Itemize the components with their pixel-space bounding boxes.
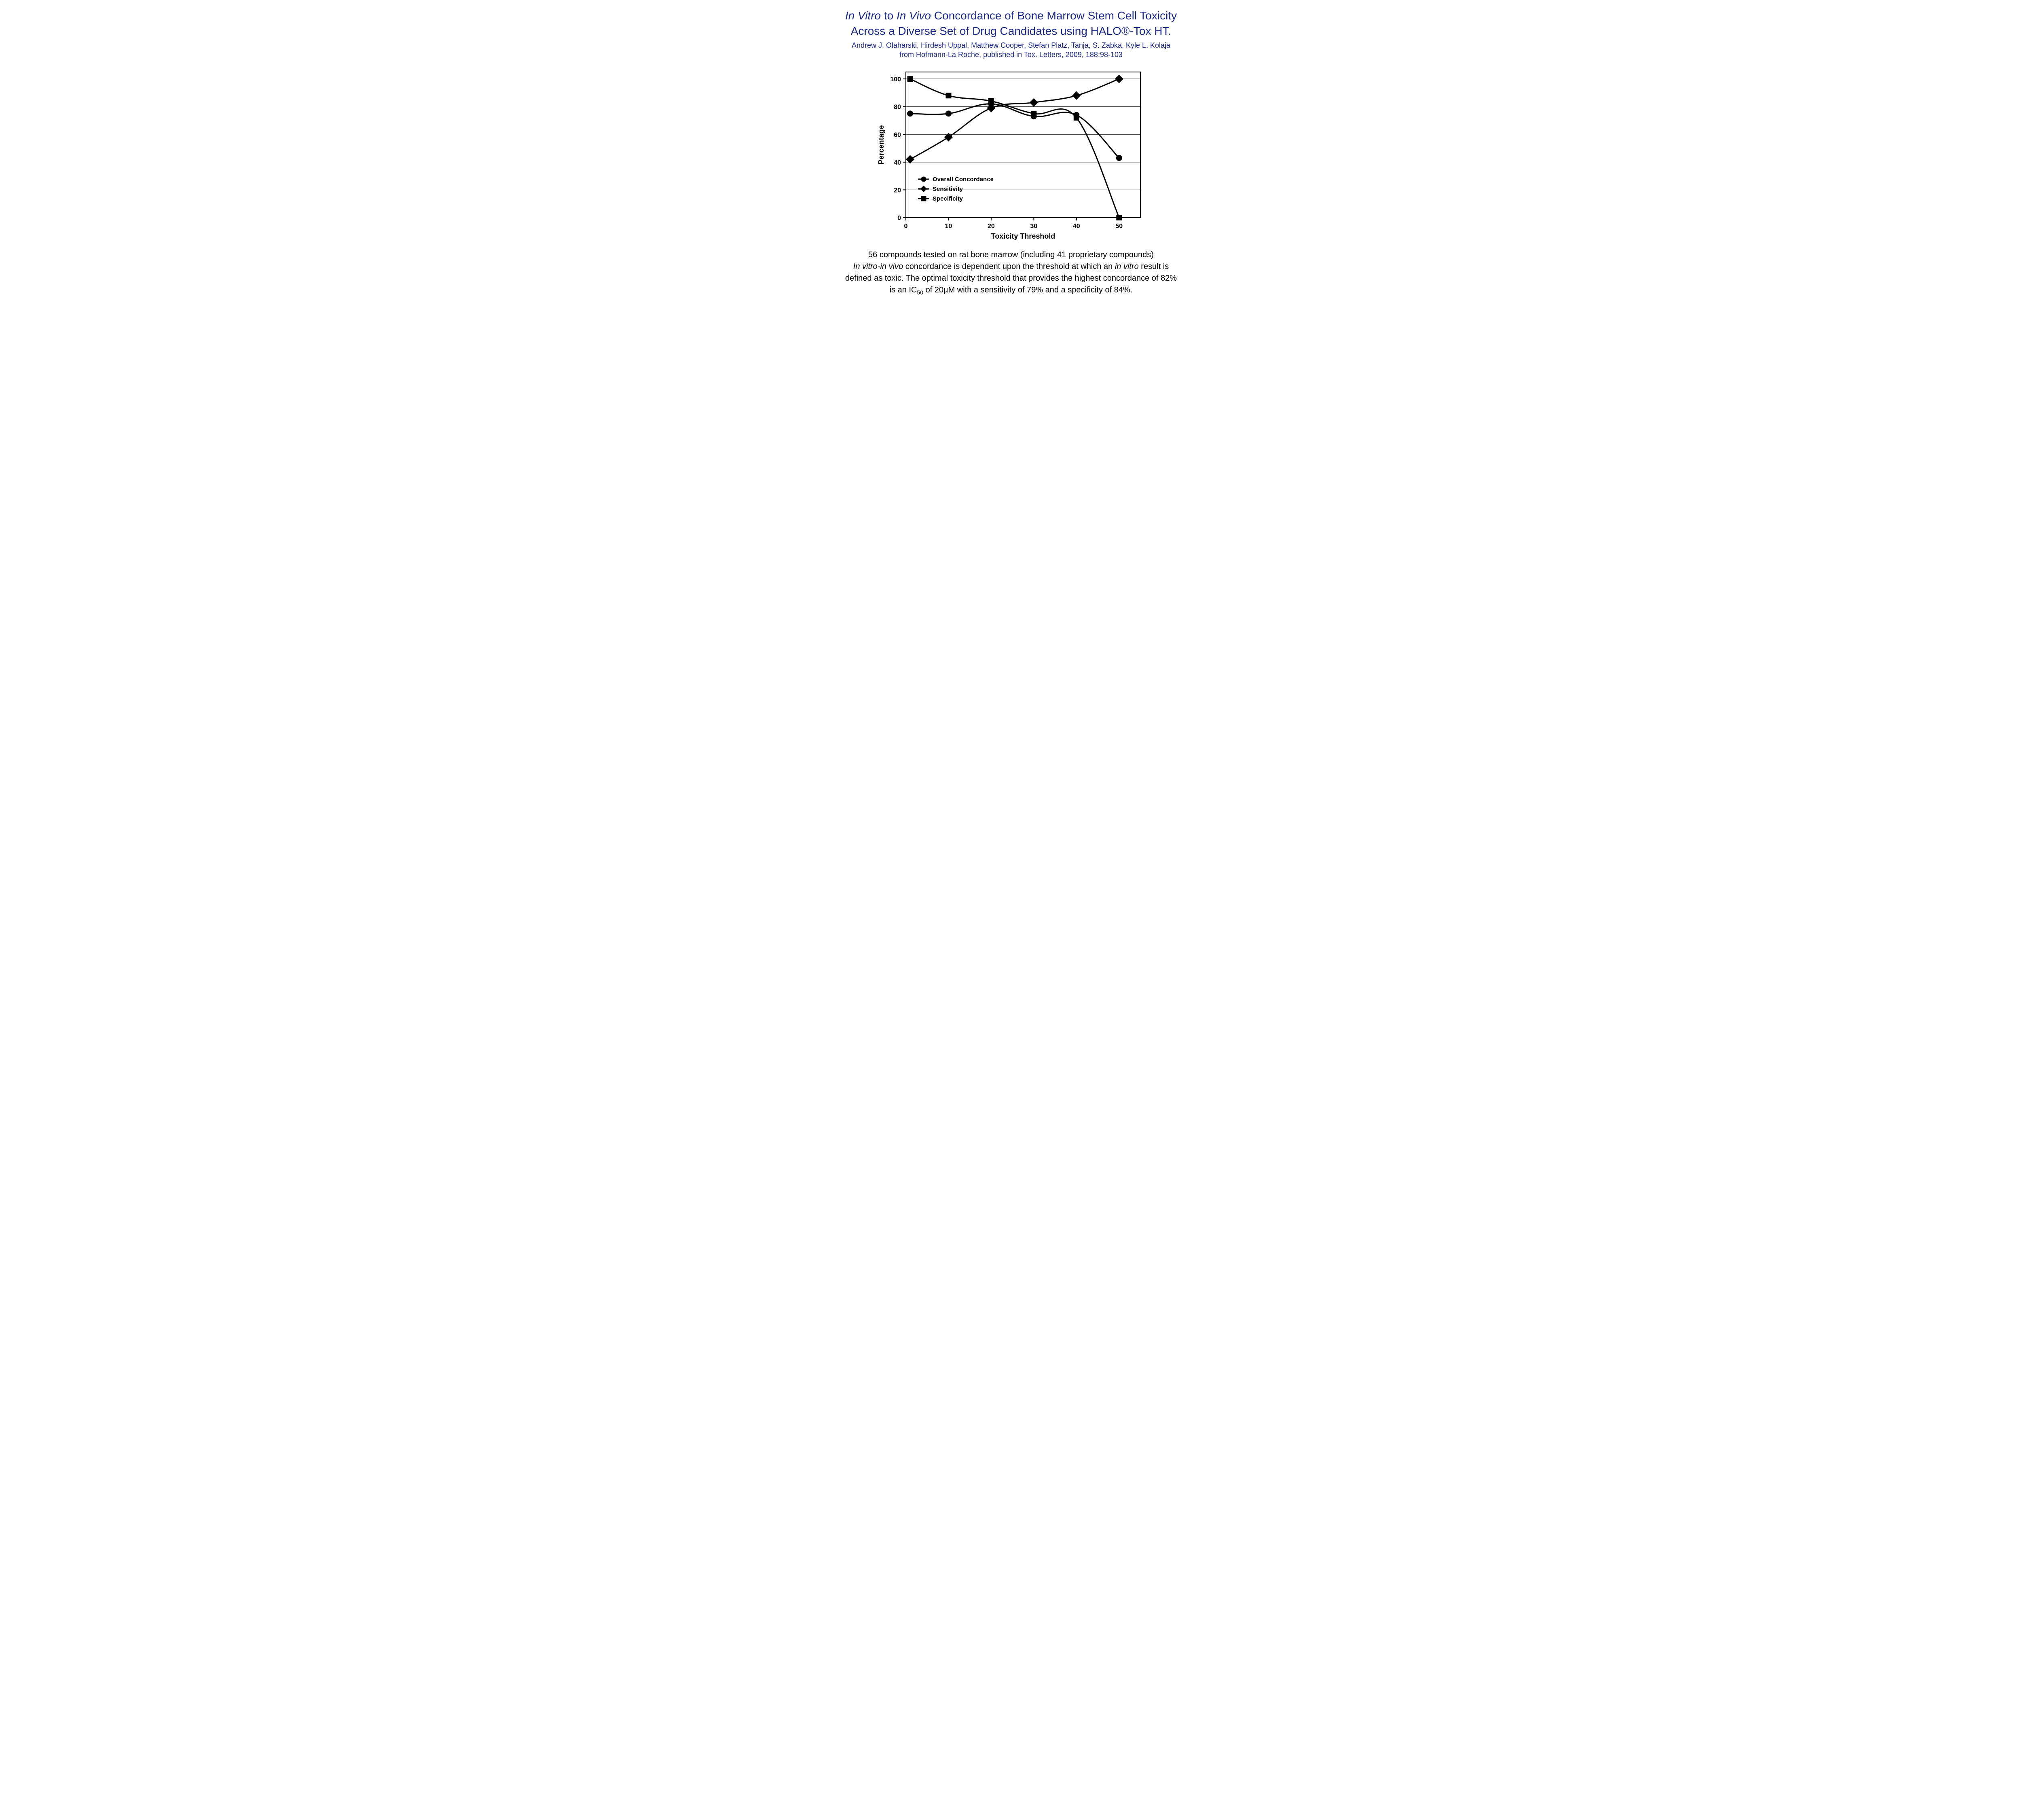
svg-text:Toxicity Threshold: Toxicity Threshold <box>991 232 1055 240</box>
svg-text:80: 80 <box>894 104 901 110</box>
svg-text:10: 10 <box>945 223 952 230</box>
caption-l2-b: concordance is dependent upon the thresh… <box>903 262 1115 271</box>
svg-text:100: 100 <box>890 76 901 83</box>
caption-l4-b: of 20µM with a sensitivity of 79% and a … <box>923 286 1132 294</box>
title-rest: Concordance of Bone Marrow Stem Cell Tox… <box>931 9 1177 22</box>
concordance-chart: 0 10 20 30 40 50 0 20 40 60 80 100 Toxicity Threshol… <box>869 64 1153 242</box>
publication-info: from Hofmann-La Roche, published in Tox.… <box>736 51 1286 59</box>
svg-text:20: 20 <box>894 187 901 194</box>
svg-text:30: 30 <box>1030 223 1037 230</box>
svg-text:Sensitivity: Sensitivity <box>933 186 963 193</box>
title-block: In Vitro to In Vivo Concordance of Bone … <box>736 8 1286 59</box>
svg-text:20: 20 <box>988 223 995 230</box>
title-italic-2: In Vivo <box>897 9 931 22</box>
caption-l2-italic: In vitro-in vivo <box>853 262 903 271</box>
caption-line1: 56 compounds tested on rat bone marrow (… <box>868 250 1154 259</box>
svg-text:Overall Concordance: Overall Concordance <box>933 176 994 183</box>
svg-text:60: 60 <box>894 131 901 138</box>
title-italic-1: In Vitro <box>845 9 881 22</box>
main-title: In Vitro to In Vivo Concordance of Bone … <box>736 8 1286 39</box>
svg-text:Percentage: Percentage <box>877 125 885 164</box>
svg-text:0: 0 <box>897 215 901 222</box>
figure-caption: 56 compounds tested on rat bone marrow (… <box>789 249 1233 296</box>
svg-text:0: 0 <box>904 223 908 230</box>
authors: Andrew J. Olaharski, Hirdesh Uppal, Matt… <box>736 41 1286 50</box>
svg-text:Specificity: Specificity <box>933 195 963 202</box>
svg-text:50: 50 <box>1115 223 1123 230</box>
caption-l2-d: result is <box>1139 262 1169 271</box>
title-mid: to <box>881 9 897 22</box>
caption-l3: defined as toxic. The optimal toxicity t… <box>845 274 1177 283</box>
caption-l2-c: in vitro <box>1115 262 1139 271</box>
title-line2: Across a Diverse Set of Drug Candidates … <box>851 25 1172 37</box>
caption-l4-a: is an IC <box>890 286 917 294</box>
svg-text:40: 40 <box>894 159 901 166</box>
chart-container: 0 10 20 30 40 50 0 20 40 60 80 100 Toxicity Threshol… <box>736 64 1286 242</box>
caption-l4-sub: 50 <box>917 289 923 296</box>
svg-text:40: 40 <box>1073 223 1080 230</box>
